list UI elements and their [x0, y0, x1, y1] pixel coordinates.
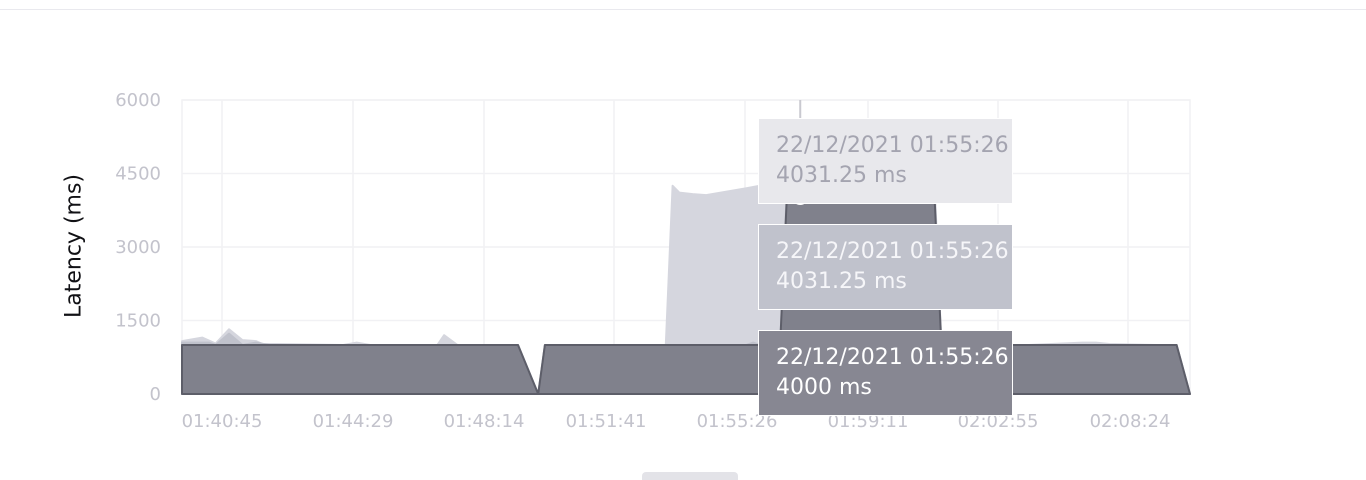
y-tick-label: 4500 — [115, 164, 161, 185]
tooltip-date: 22/12/2021 01:55:26 — [776, 239, 1009, 264]
x-tick-label: 01:48:14 — [444, 411, 525, 432]
tooltip-value: 4031.25 ms — [776, 269, 907, 294]
x-axis-ticks: 01:40:45 01:44:29 01:48:14 01:51:41 01:55:26… — [182, 411, 1171, 432]
x-tick-label: 01:51:41 — [566, 411, 647, 432]
tooltip-value: 4031.25 ms — [776, 163, 907, 188]
y-tick-label: 6000 — [115, 90, 161, 111]
x-tick-label: 02:02:55 — [958, 411, 1039, 432]
tooltip-date: 22/12/2021 01:55:26 — [776, 133, 1009, 158]
x-tick-label: 02:08:24 — [1090, 411, 1171, 432]
tooltip-series-light: 22/12/2021 01:55:26 4031.25 ms — [758, 118, 1013, 204]
chart-areas — [181, 182, 1191, 395]
x-tick-label: 01:40:45 — [182, 411, 263, 432]
x-tick-label: 01:55:26 — [697, 411, 778, 432]
tooltip-series-mid: 22/12/2021 01:55:26 4031.25 ms — [758, 224, 1013, 310]
tooltip-value: 4000 ms — [776, 375, 872, 400]
y-tick-label: 1500 — [115, 311, 161, 332]
tooltip-date: 22/12/2021 01:55:26 — [776, 345, 1009, 370]
x-tick-label: 01:44:29 — [313, 411, 394, 432]
chart-scrollbar[interactable] — [642, 472, 738, 480]
y-tick-label: 0 — [150, 384, 161, 405]
y-tick-label: 3000 — [115, 237, 161, 258]
x-tick-label: 01:59:11 — [828, 411, 909, 432]
tooltip-series-dark: 22/12/2021 01:55:26 4000 ms — [758, 330, 1013, 416]
y-axis-ticks: 6000 4500 3000 1500 0 — [115, 90, 161, 405]
top-divider — [0, 9, 1366, 10]
